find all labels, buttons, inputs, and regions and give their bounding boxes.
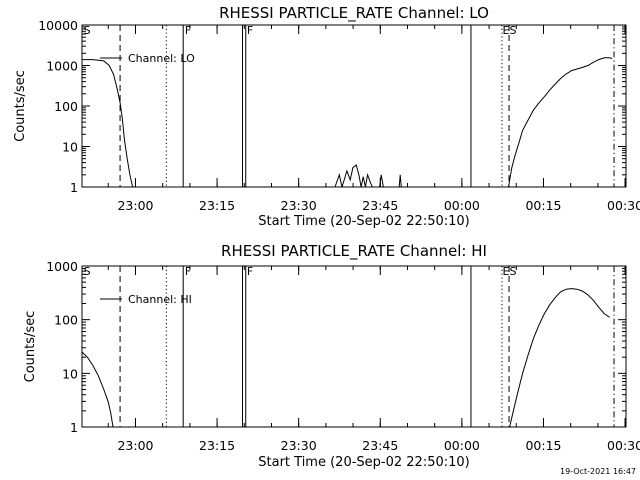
x-axis-label: Start Time (20-Sep-02 22:50:10) [258, 214, 469, 229]
y-axis-label: Counts/sec [23, 311, 38, 383]
y-tick-label: 1 [70, 420, 78, 435]
x-tick-label: 23:30 [281, 198, 317, 213]
legend-label: Channel: HI [128, 293, 192, 306]
event-flag-label: F [247, 265, 253, 278]
x-tick-label: 23:00 [117, 198, 153, 213]
x-tick-label: 00:00 [444, 198, 480, 213]
chart-title: RHESSI PARTICLE_RATE Channel: LO [219, 4, 489, 23]
plot-frame [81, 24, 627, 188]
event-flag-label: ES [503, 265, 517, 278]
event-flag-label: F [185, 24, 191, 37]
x-tick-label: 23:15 [199, 198, 235, 213]
x-axis-label: Start Time (20-Sep-02 22:50:10) [258, 455, 469, 470]
series-group [82, 288, 610, 427]
y-tick-label: 1000 [46, 59, 78, 74]
y-tick-label: 10 [62, 140, 78, 155]
y-axis-label: Counts/sec [13, 70, 28, 142]
chart-title: RHESSI PARTICLE_RATE Channel: HI [221, 242, 487, 261]
y-tick-label: 10000 [38, 18, 78, 33]
y-tick-label: 100 [54, 313, 78, 328]
series-line [508, 57, 613, 187]
x-tick-label: 00:15 [525, 198, 561, 213]
x-tick-label: 23:45 [362, 198, 398, 213]
x-tick-label: 00:30 [607, 198, 640, 213]
event-flag-label: ES [503, 24, 517, 37]
event-flag-label: S [84, 24, 91, 37]
y-tick-label: 1 [70, 180, 78, 195]
y-tick-label: 100 [54, 99, 78, 114]
x-tick-label: 00:30 [607, 438, 640, 453]
legend-label: Channel: LO [128, 52, 195, 65]
x-tick-label: 23:45 [362, 438, 398, 453]
y-tick-label: 1000 [46, 259, 78, 274]
generation-timestamp: 19-Oct-2021 16:47 [560, 467, 636, 476]
series-line [82, 59, 134, 187]
x-tick-label: 00:00 [444, 438, 480, 453]
event-flag-label: F [247, 24, 253, 37]
x-tick-label: 23:00 [117, 438, 153, 453]
y-tick-label: 10 [62, 366, 78, 381]
series-group [82, 57, 613, 187]
plot-frame [81, 265, 627, 428]
series-line [82, 351, 114, 427]
x-tick-label: 00:15 [525, 438, 561, 453]
panel-hi-channel: RHESSI PARTICLE_RATE Channel: HI 1 10 100 10… [23, 242, 640, 470]
x-tick-label: 23:30 [281, 438, 317, 453]
x-tick-label: 23:15 [199, 438, 235, 453]
series-line [509, 288, 610, 427]
event-flag-label: F [185, 265, 191, 278]
series-line [334, 164, 402, 187]
panel-lo-channel: RHESSI PARTICLE_RATE Channel: LO 1 10 100 10… [13, 4, 640, 229]
event-flag-label: S [84, 265, 91, 278]
